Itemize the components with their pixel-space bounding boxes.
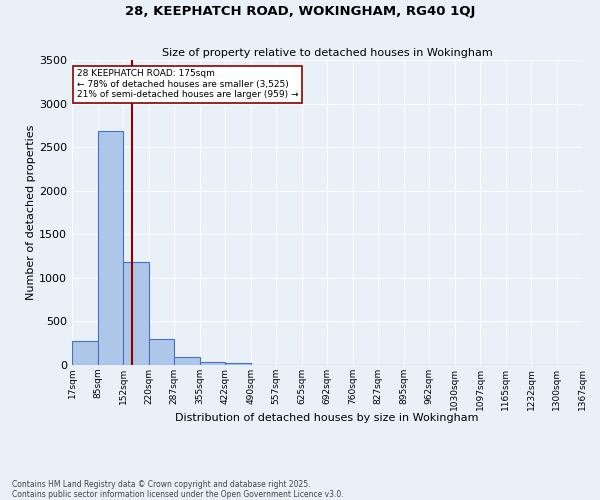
- X-axis label: Distribution of detached houses by size in Wokingham: Distribution of detached houses by size …: [175, 412, 479, 422]
- Text: 28, KEEPHATCH ROAD, WOKINGHAM, RG40 1QJ: 28, KEEPHATCH ROAD, WOKINGHAM, RG40 1QJ: [125, 5, 475, 18]
- Bar: [174, 357, 200, 365]
- Bar: [200, 362, 225, 365]
- Bar: [98, 132, 123, 365]
- Bar: [123, 262, 149, 365]
- Text: 28 KEEPHATCH ROAD: 175sqm
← 78% of detached houses are smaller (3,525)
21% of se: 28 KEEPHATCH ROAD: 175sqm ← 78% of detac…: [77, 69, 299, 99]
- Bar: [225, 363, 251, 365]
- Bar: [149, 340, 174, 365]
- Text: Contains HM Land Registry data © Crown copyright and database right 2025.
Contai: Contains HM Land Registry data © Crown c…: [12, 480, 344, 499]
- Y-axis label: Number of detached properties: Number of detached properties: [26, 125, 36, 300]
- Title: Size of property relative to detached houses in Wokingham: Size of property relative to detached ho…: [161, 48, 493, 58]
- Bar: [72, 342, 98, 365]
